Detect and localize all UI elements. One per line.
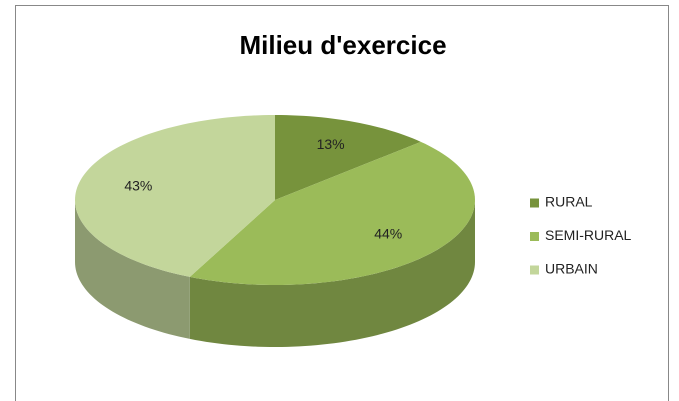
legend-label: RURAL <box>545 194 593 210</box>
legend-label: SEMI-RURAL <box>545 227 632 243</box>
slice-side <box>189 200 475 347</box>
legend-label: URBAIN <box>545 261 598 277</box>
slice <box>75 115 275 277</box>
slice <box>275 115 421 200</box>
chart-title: Milieu d'exercice <box>239 30 446 60</box>
slice-side <box>75 200 190 339</box>
legend-swatch <box>530 265 539 275</box>
data-label: 44% <box>374 226 402 242</box>
legend-swatch <box>530 232 539 241</box>
data-label: 43% <box>124 178 152 194</box>
slice <box>189 141 475 285</box>
legend-swatch <box>530 198 539 208</box>
data-label: 13% <box>317 136 345 152</box>
